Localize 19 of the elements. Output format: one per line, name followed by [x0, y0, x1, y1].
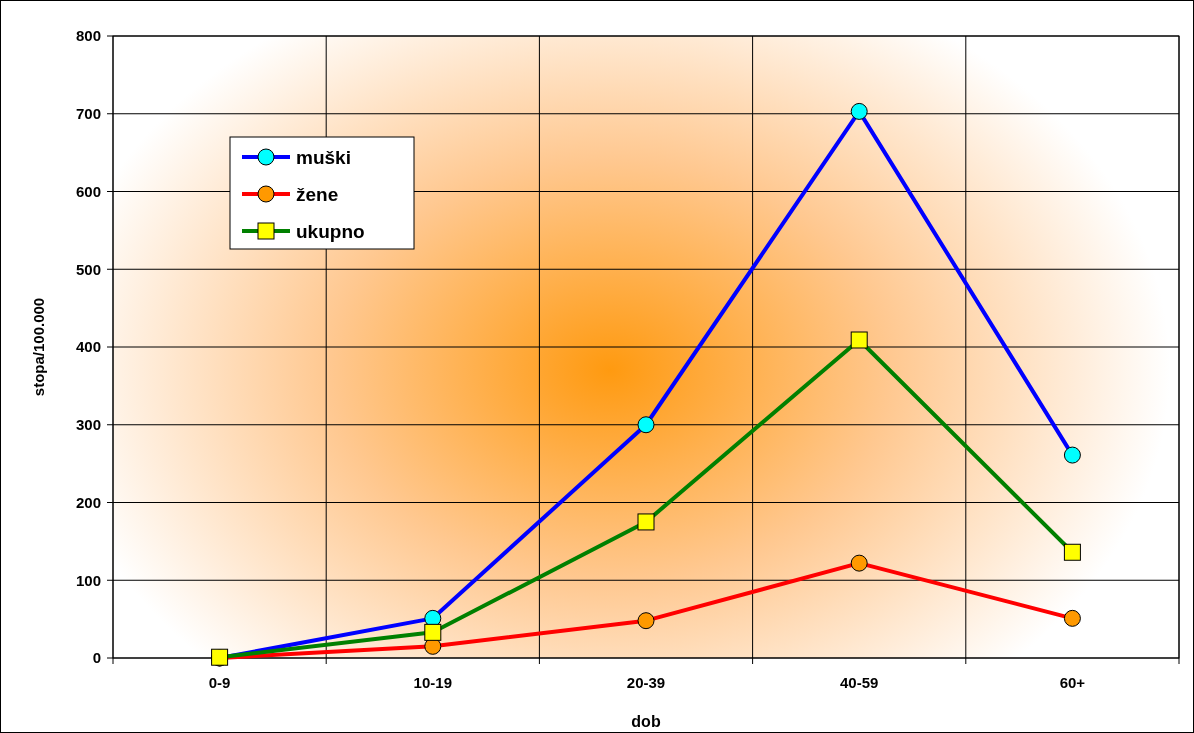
x-tick-label: 10-19 [413, 674, 452, 691]
y-tick-label: 700 [75, 105, 101, 122]
legend-label: žene [296, 183, 339, 205]
y-tick-label: 300 [75, 416, 101, 433]
y-tick-label: 800 [75, 27, 101, 45]
y-axis-title: stopa/100.000 [30, 297, 47, 397]
x-tick-label: 20-39 [626, 674, 666, 691]
y-tick-label: 500 [75, 260, 101, 278]
y-tick-label: 100 [75, 571, 101, 589]
x-axis-title: dob [631, 713, 661, 730]
x-tick-label: 0-9 [208, 674, 231, 691]
y-tick-label: 0 [92, 649, 101, 667]
x-tick-label: 40-59 [840, 674, 879, 691]
legend-label: ukupno [296, 220, 365, 242]
y-tick-label: 200 [75, 493, 101, 511]
y-tick-label: 400 [75, 338, 101, 356]
legend-label: muški [296, 146, 351, 168]
y-tick-label: 600 [75, 182, 101, 200]
x-tick-label: 60+ [1059, 674, 1086, 691]
